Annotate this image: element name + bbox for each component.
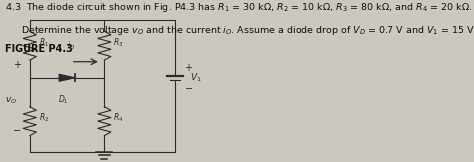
Text: FIGURE P4.3: FIGURE P4.3 xyxy=(5,44,73,54)
Text: $v_O$: $v_O$ xyxy=(5,95,17,105)
Text: $R_1$: $R_1$ xyxy=(39,36,49,49)
Text: +: + xyxy=(184,63,192,73)
Text: $V_1$: $V_1$ xyxy=(190,72,201,84)
Text: $i_O$: $i_O$ xyxy=(67,40,75,52)
Text: $-$: $-$ xyxy=(11,124,21,134)
Text: +: + xyxy=(13,60,21,70)
Text: 4.3  The diode circuit shown in Fig. P4.3 has $R_1$ = 30 k$\Omega$, $R_2$ = 10 k: 4.3 The diode circuit shown in Fig. P4.3… xyxy=(5,1,473,14)
Text: $R_3$: $R_3$ xyxy=(113,36,124,49)
Text: $R_2$: $R_2$ xyxy=(39,112,49,124)
Text: Determine the voltage $v_O$ and the current $i_O$. Assume a diode drop of $V_D$ : Determine the voltage $v_O$ and the curr… xyxy=(21,24,474,37)
Text: $R_4$: $R_4$ xyxy=(113,112,124,124)
Text: $-$: $-$ xyxy=(184,82,193,93)
Text: $D_1$: $D_1$ xyxy=(58,94,69,106)
Polygon shape xyxy=(59,74,75,81)
